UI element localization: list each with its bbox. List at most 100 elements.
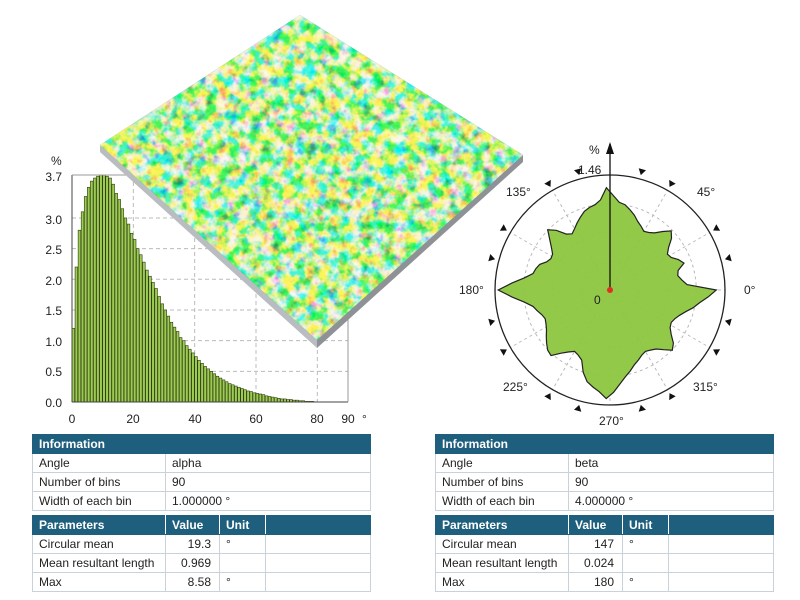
params-header-value: Value bbox=[165, 515, 220, 535]
polar-angle-225: 225° bbox=[503, 380, 528, 394]
histogram-bar bbox=[203, 366, 207, 403]
table-row: Max 180 ° bbox=[435, 572, 774, 592]
table-row: Max 8.58 ° bbox=[32, 572, 371, 592]
histogram-y-tick: 0.0 bbox=[45, 396, 62, 410]
param-label: Max bbox=[32, 572, 166, 592]
histogram-y-tick: 2.5 bbox=[45, 243, 62, 257]
polar-tick-triangle bbox=[574, 404, 582, 412]
polar-tick-triangle bbox=[574, 168, 582, 176]
surface-right-edge bbox=[317, 155, 523, 348]
table-row: Width of each bin 1.000000 ° bbox=[32, 491, 371, 511]
polar-tick-triangle bbox=[638, 168, 646, 176]
histogram-bar bbox=[200, 363, 204, 403]
histogram-bar bbox=[249, 391, 253, 403]
histogram-y-tick: 3.7 bbox=[45, 170, 62, 184]
histogram-y-tick: 1.5 bbox=[45, 304, 62, 318]
info-value: 1.000000 ° bbox=[165, 491, 371, 511]
info-value: 4.000000 ° bbox=[568, 491, 774, 511]
histogram-x-tick: 90 bbox=[341, 412, 355, 426]
polar-angle-0: 0° bbox=[744, 283, 756, 297]
info-value: beta bbox=[568, 453, 774, 473]
param-unit: ° bbox=[219, 534, 266, 554]
histogram-y-tick: 0.5 bbox=[45, 365, 62, 379]
param-unit: ° bbox=[622, 534, 669, 554]
histogram-bar bbox=[77, 229, 82, 403]
polar-tick-triangle bbox=[544, 179, 551, 187]
histogram-bar bbox=[271, 396, 275, 403]
histogram-bar bbox=[258, 393, 263, 403]
param-label: Circular mean bbox=[32, 534, 166, 554]
polar-tick-triangle bbox=[724, 254, 732, 262]
info-label: Number of bins bbox=[435, 472, 569, 492]
param-value: 147 bbox=[568, 534, 623, 554]
polar-angle-270: 270° bbox=[599, 414, 624, 428]
histogram-x-unit: ° bbox=[362, 412, 367, 426]
histogram-x-tick: 80 bbox=[310, 412, 324, 426]
table-row: Angle beta bbox=[435, 453, 774, 473]
polar-center-label: 0 bbox=[594, 293, 601, 307]
info-label: Angle bbox=[435, 453, 569, 473]
histogram-y-unit: % bbox=[51, 154, 62, 168]
histogram-bar bbox=[185, 345, 189, 403]
table-row: Circular mean 19.3 ° bbox=[32, 534, 371, 554]
histogram-bar bbox=[264, 395, 269, 403]
param-unit: ° bbox=[622, 572, 669, 592]
polar-tick-triangle bbox=[669, 179, 676, 187]
polar-tick-triangle bbox=[488, 318, 496, 326]
table-row: Mean resultant length 0.024 bbox=[435, 553, 774, 573]
histogram-bar bbox=[206, 368, 210, 403]
polar-tick-triangle bbox=[713, 224, 721, 231]
info-value: alpha bbox=[165, 453, 371, 473]
polar-rose-chart: % 1.46 0 0° 45° 135° 180° 225° 270° 315° bbox=[459, 142, 756, 428]
histogram-bar bbox=[261, 394, 266, 403]
histogram-y-tick: 3.0 bbox=[45, 213, 62, 227]
param-label: Max bbox=[435, 572, 569, 592]
histogram-y-tick: 1.0 bbox=[45, 335, 62, 349]
histogram-bar bbox=[234, 385, 238, 403]
histogram-bar bbox=[237, 386, 241, 403]
param-label: Mean resultant length bbox=[32, 553, 166, 573]
histogram-bar bbox=[243, 389, 247, 403]
polar-tick-triangle bbox=[499, 349, 507, 356]
left-information-table: Information Angle alpha Number of bins 9… bbox=[32, 434, 371, 511]
params-header-unit: Unit bbox=[622, 515, 669, 535]
param-value: 19.3 bbox=[165, 534, 220, 554]
params-header-unit: Unit bbox=[219, 515, 266, 535]
info-header: Information bbox=[32, 434, 371, 454]
polar-tick-triangle bbox=[724, 318, 732, 326]
histogram-bar bbox=[80, 211, 85, 403]
polar-tick-triangle bbox=[499, 224, 507, 231]
histogram-bar bbox=[274, 397, 278, 403]
histogram-bar bbox=[212, 373, 217, 403]
info-label: Number of bins bbox=[32, 472, 166, 492]
params-header-name: Parameters bbox=[435, 515, 569, 535]
histogram-x-tick: 20 bbox=[126, 412, 140, 426]
histogram-bar bbox=[191, 352, 195, 403]
info-label: Width of each bin bbox=[32, 491, 166, 511]
polar-mean-marker bbox=[607, 287, 613, 293]
param-unit: ° bbox=[219, 572, 266, 592]
histogram-y-tick: 2.0 bbox=[45, 274, 62, 288]
histogram-bar bbox=[255, 393, 259, 403]
right-parameters-table: Parameters Value Unit Circular mean 147 … bbox=[435, 515, 774, 592]
histogram-bar bbox=[188, 348, 192, 403]
polar-tick-triangle bbox=[488, 254, 496, 262]
surface-3d-image bbox=[100, 15, 523, 348]
histogram-bar bbox=[194, 356, 198, 403]
left-parameters-table: Parameters Value Unit Circular mean 19.3… bbox=[32, 515, 371, 592]
histogram-bar bbox=[231, 384, 235, 403]
param-label: Mean resultant length bbox=[435, 553, 569, 573]
info-value: 90 bbox=[568, 472, 774, 492]
param-value: 180 bbox=[568, 572, 623, 592]
param-value: 0.969 bbox=[165, 553, 220, 573]
params-header-value: Value bbox=[568, 515, 623, 535]
polar-tick-triangle bbox=[669, 393, 676, 401]
table-row: Number of bins 90 bbox=[32, 472, 371, 492]
polar-angle-45: 45° bbox=[697, 185, 715, 199]
histogram-bar bbox=[225, 381, 229, 403]
histogram-bar bbox=[267, 396, 272, 403]
info-label: Width of each bin bbox=[435, 491, 569, 511]
histogram-bar bbox=[87, 186, 91, 403]
histogram-bar bbox=[277, 398, 281, 403]
polar-angle-135: 135° bbox=[506, 185, 531, 199]
